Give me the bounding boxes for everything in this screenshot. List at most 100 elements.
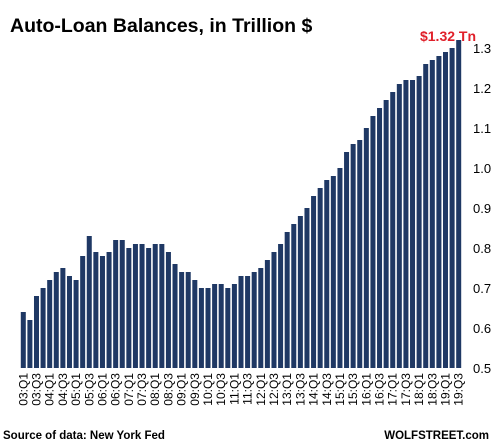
bar-06:Q1 (99, 256, 105, 368)
y-tick-label: 0.7 (473, 281, 491, 296)
bar-17:Q1 (390, 92, 396, 368)
x-tick-label: 06:Q3 (109, 373, 123, 406)
bar-05:Q2 (80, 256, 86, 368)
bar-08:Q1 (152, 244, 158, 368)
bar-11:Q1 (231, 284, 237, 368)
bar-18:Q2 (423, 64, 429, 368)
bar-04:Q2 (53, 272, 59, 368)
bar-09:Q3 (192, 280, 198, 368)
bar-14:Q1 (311, 196, 317, 368)
bar-15:Q3 (350, 144, 356, 368)
bar-09:Q4 (198, 288, 204, 368)
latest-value-annotation: $1.32 Tn (420, 28, 476, 44)
bar-08:Q3 (165, 252, 171, 368)
source-note: Source of data: New York Fed (3, 430, 165, 442)
bar-12:Q4 (278, 244, 284, 368)
y-tick-label: 1.3 (473, 41, 491, 56)
bar-10:Q4 (225, 288, 231, 368)
x-tick-label: 07:Q3 (135, 373, 149, 406)
x-tick-label: 03:Q3 (29, 373, 43, 406)
bar-04:Q3 (60, 268, 66, 368)
x-tick-label: 08:Q1 (148, 373, 162, 406)
bar-03:Q4 (40, 288, 46, 368)
y-axis: 0.5 0.6 0.7 0.8 0.9 1.0 1.1 1.2 1.3 (473, 41, 491, 376)
bar-18:Q4 (436, 56, 442, 368)
bar-07:Q4 (146, 248, 152, 368)
x-tick-label: 09:Q3 (188, 373, 202, 406)
bar-11:Q4 (251, 272, 257, 368)
x-tick-label: 09:Q1 (175, 373, 189, 406)
bar-07:Q3 (139, 244, 145, 368)
x-tick-label: 15:Q1 (333, 373, 347, 406)
bar-05:Q3 (86, 236, 92, 368)
chart-title: Auto-Loan Balances, in Trillion $ (10, 15, 312, 37)
bar-10:Q3 (218, 284, 224, 368)
bar-09:Q1 (179, 272, 185, 368)
x-tick-label: 15:Q3 (346, 373, 360, 406)
bar-18:Q3 (429, 60, 435, 368)
bar-14:Q2 (317, 188, 323, 368)
x-tick-label: 17:Q1 (386, 373, 400, 406)
bar-09:Q2 (185, 272, 191, 368)
bar-05:Q1 (73, 280, 79, 368)
bar-13:Q1 (284, 232, 290, 368)
bar-15:Q1 (337, 168, 343, 368)
x-tick-label: 05:Q3 (82, 373, 96, 406)
x-tick-label: 04:Q3 (56, 373, 70, 406)
bar-06:Q4 (119, 240, 125, 368)
bar-11:Q2 (238, 276, 244, 368)
bar-19:Q3 (456, 40, 462, 368)
x-tick-label: 17:Q3 (399, 373, 413, 406)
y-tick-label: 0.6 (473, 321, 491, 336)
bar-10:Q1 (205, 288, 211, 368)
y-tick-label: 1.0 (473, 161, 491, 176)
bar-15:Q2 (344, 152, 350, 368)
x-tick-label: 18:Q1 (412, 373, 426, 406)
bar-17:Q3 (403, 80, 409, 368)
bar-16:Q2 (370, 116, 376, 368)
x-tick-label: 03:Q1 (16, 373, 30, 406)
x-tick-label: 19:Q1 (439, 373, 453, 406)
bar-16:Q4 (383, 100, 389, 368)
x-tick-label: 10:Q1 (201, 373, 215, 406)
x-tick-label: 04:Q1 (43, 373, 57, 406)
y-tick-label: 0.5 (473, 361, 491, 376)
bar-08:Q4 (172, 264, 178, 368)
bar-05:Q4 (93, 252, 99, 368)
bar-11:Q3 (245, 276, 251, 368)
y-tick-label: 1.2 (473, 81, 491, 96)
x-tick-label: 11:Q1 (227, 373, 241, 405)
bar-04:Q1 (47, 280, 53, 368)
bar-06:Q3 (113, 240, 119, 368)
x-tick-label: 06:Q1 (95, 373, 109, 406)
bar-14:Q4 (330, 176, 336, 368)
x-tick-label: 12:Q3 (267, 373, 281, 406)
bar-12:Q3 (271, 252, 277, 368)
bar-19:Q1 (443, 52, 449, 368)
x-tick-label: 11:Q3 (241, 373, 255, 405)
bar-12:Q2 (264, 260, 270, 368)
bar-14:Q3 (324, 180, 330, 368)
bar-16:Q3 (377, 108, 383, 368)
bar-16:Q1 (363, 128, 369, 368)
y-tick-label: 1.1 (473, 121, 491, 136)
bar-08:Q2 (159, 244, 165, 368)
x-tick-label: 12:Q1 (254, 373, 268, 406)
x-tick-label: 10:Q3 (214, 373, 228, 406)
x-tick-label: 16:Q3 (373, 373, 387, 406)
bar-03:Q2 (27, 320, 33, 368)
bar-series (20, 40, 462, 368)
bar-18:Q1 (416, 76, 422, 368)
x-tick-label: 14:Q1 (307, 373, 321, 406)
x-tick-label: 13:Q1 (280, 373, 294, 406)
x-axis: 03:Q1 03:Q3 04:Q1 04:Q3 05:Q1 05:Q3 06:Q1 06:Q3… (16, 373, 465, 406)
bar-19:Q2 (449, 48, 455, 368)
bar-13:Q4 (304, 208, 310, 368)
x-tick-label: 18:Q3 (425, 373, 439, 406)
bar-12:Q1 (258, 268, 264, 368)
bar-04:Q4 (66, 276, 72, 368)
bar-17:Q4 (410, 80, 416, 368)
x-tick-label: 08:Q3 (161, 373, 175, 406)
